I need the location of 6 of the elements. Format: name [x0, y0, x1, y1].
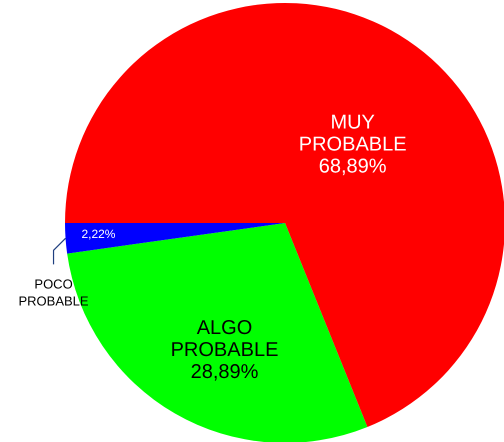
- pie-slice: [65, 223, 285, 254]
- data-label: 68,89%: [318, 156, 387, 178]
- slice-label: ALGO PROBABLE: [170, 316, 278, 361]
- data-label: 28,89%: [190, 360, 259, 383]
- data-label: 2,22%: [81, 226, 116, 241]
- slice-label: MUY PROBABLE: [298, 112, 407, 156]
